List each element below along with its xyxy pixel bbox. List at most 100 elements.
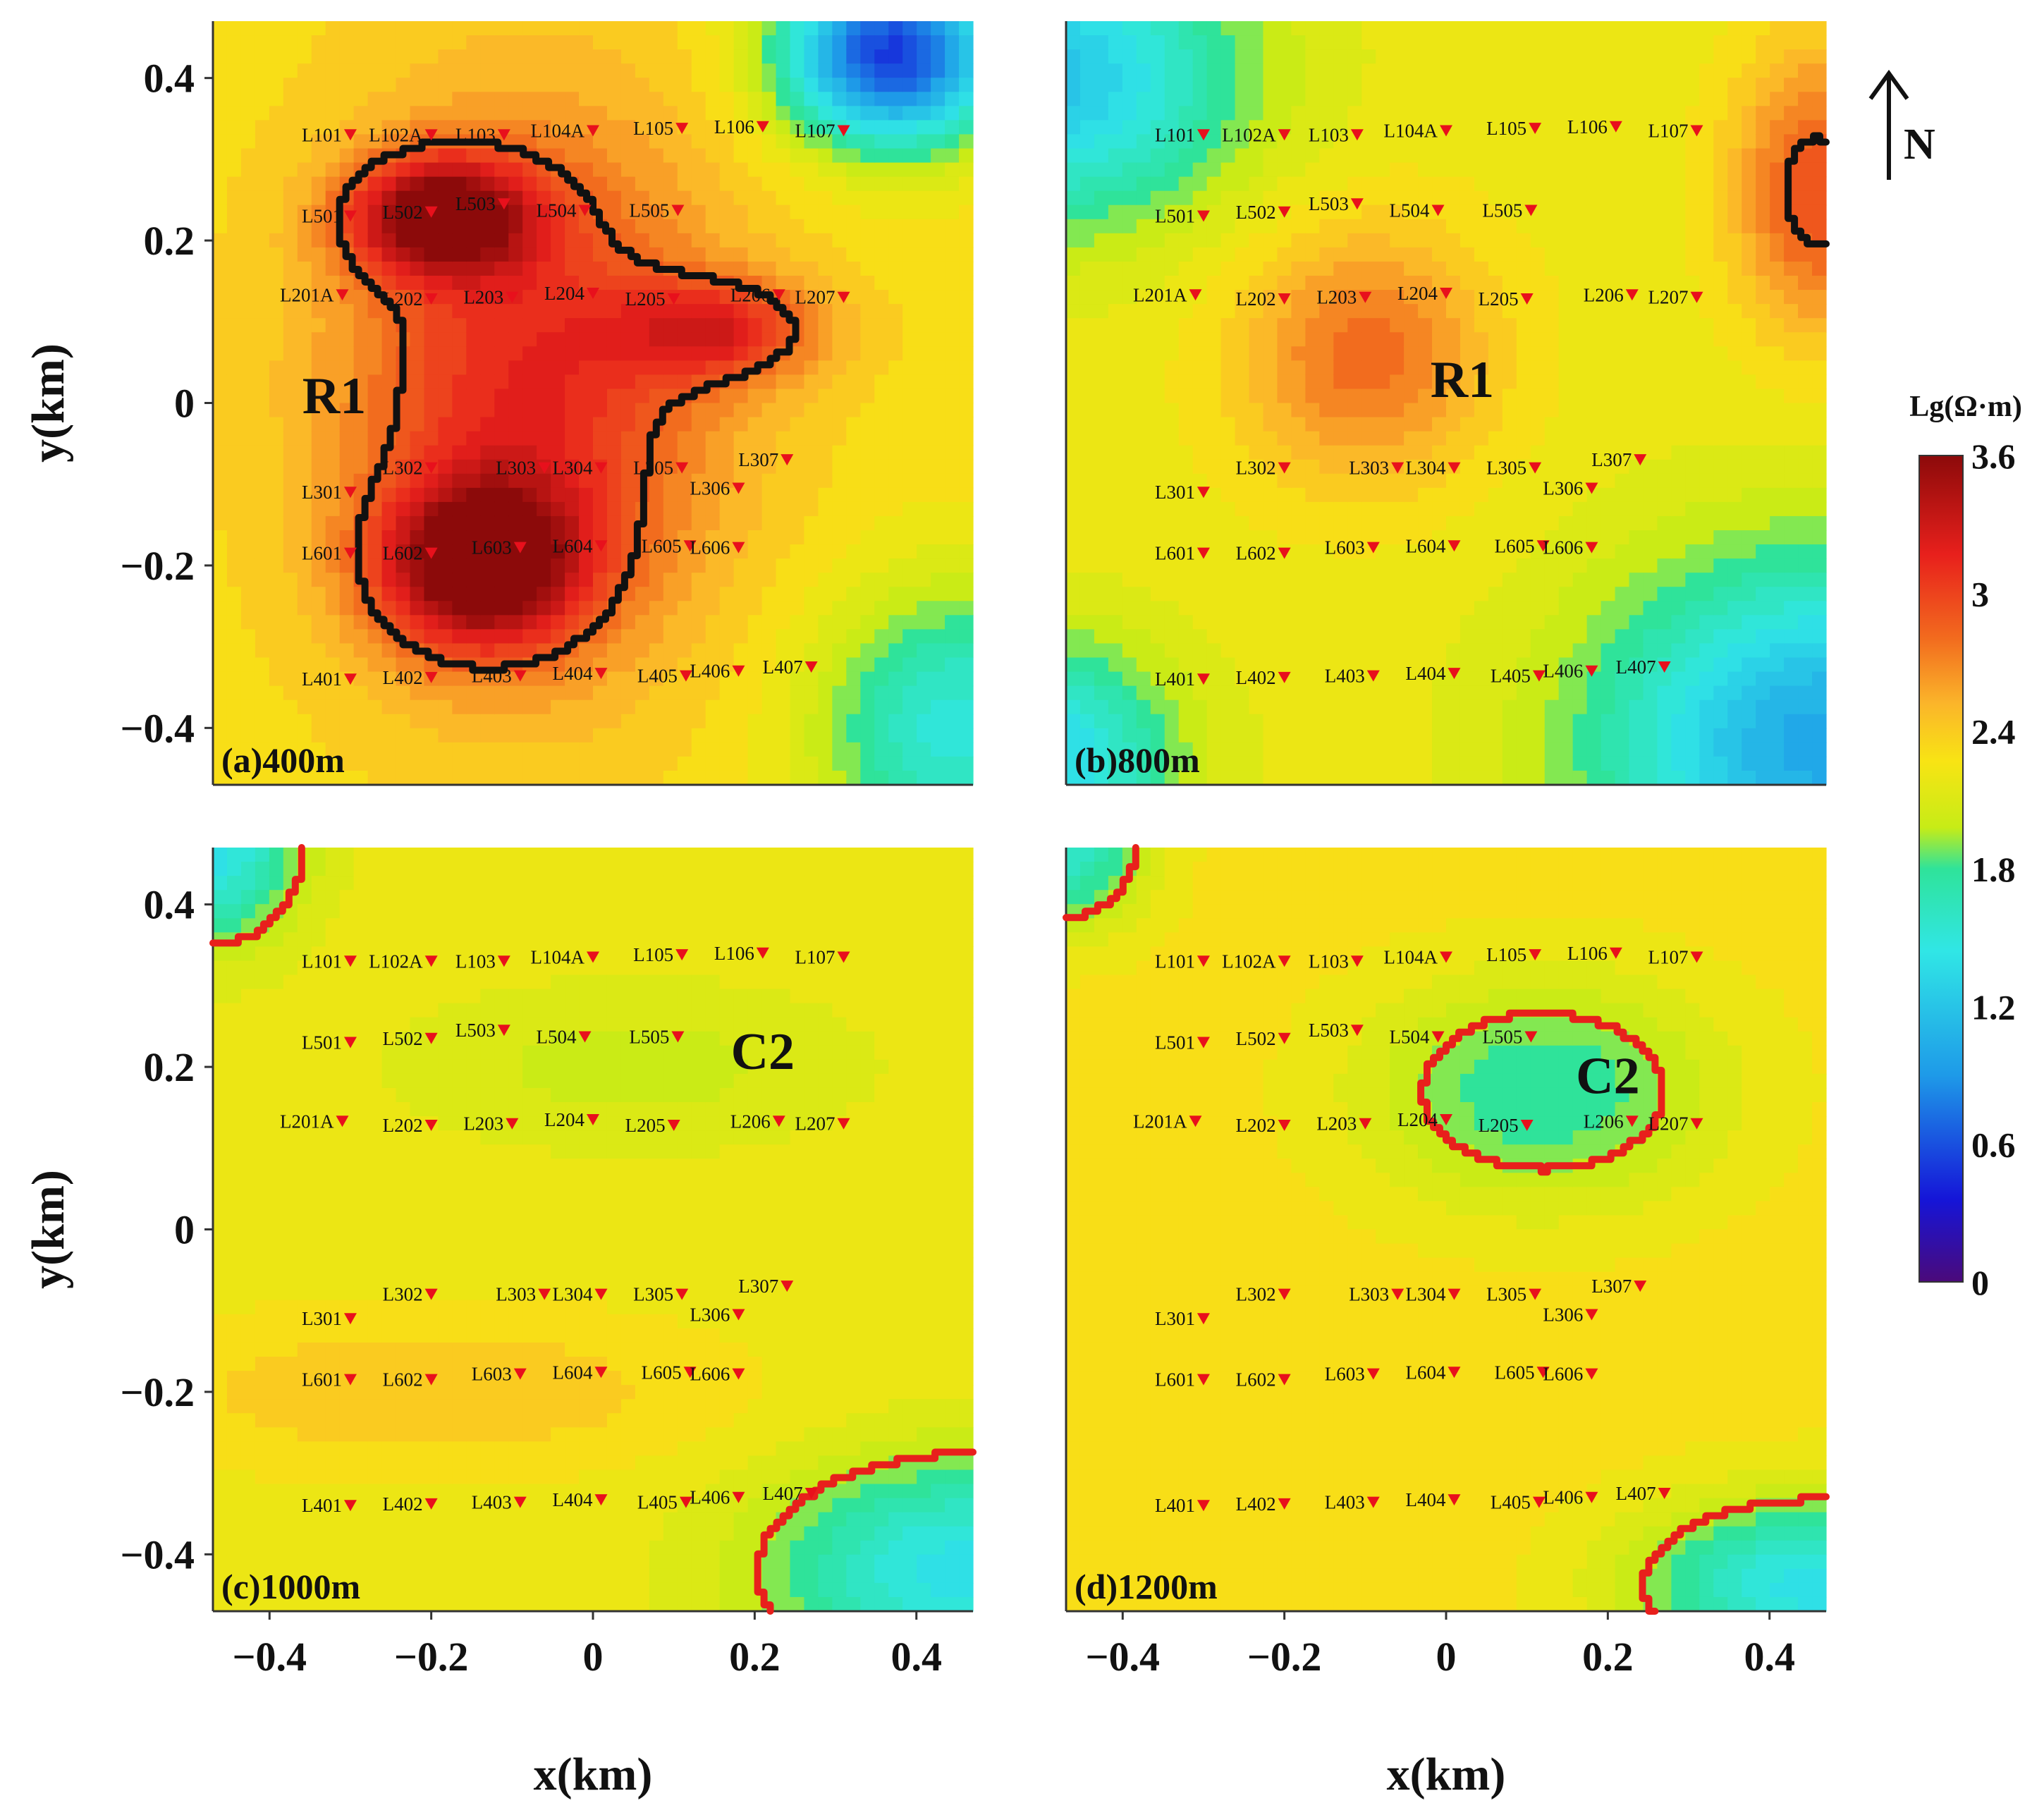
heat-cell (565, 601, 580, 616)
heat-cell (917, 530, 931, 545)
heat-cell (452, 487, 467, 503)
heat-cell (902, 219, 917, 234)
heat-cell (1333, 615, 1348, 630)
heat-cell (480, 501, 495, 517)
heat-cell (1488, 176, 1503, 192)
heat-cell (213, 487, 228, 503)
heat-cell (677, 742, 692, 757)
heat-cell (255, 318, 270, 333)
heat-cell (874, 487, 889, 503)
heat-cell (1432, 601, 1447, 616)
heat-cell (1319, 389, 1334, 404)
heat-cell (269, 346, 284, 361)
heat-cell (888, 120, 903, 135)
heat-cell (522, 459, 537, 475)
heat-cell (719, 445, 735, 460)
heat-cell (226, 204, 242, 220)
heat-cell (494, 78, 509, 92)
heat-cell (367, 78, 383, 92)
heat-cell (1178, 63, 1194, 78)
heat-cell (1544, 699, 1560, 715)
heat-cell (945, 699, 960, 715)
heat-cell (255, 714, 270, 729)
heat-cell (1079, 21, 1095, 36)
heat-cell (677, 176, 692, 192)
heat-cell (1108, 714, 1123, 729)
heat-cell (860, 515, 875, 531)
heat-cell (551, 728, 565, 743)
heat-cell (480, 190, 495, 206)
heat-cell (396, 49, 411, 64)
heat-cell (1094, 643, 1109, 659)
heat-cell (381, 78, 397, 92)
heat-cell (381, 63, 397, 78)
heat-cell (1347, 573, 1362, 587)
heat-cell (551, 699, 565, 715)
heat-cell (761, 431, 777, 446)
heat-cell (1404, 515, 1419, 531)
heat-cell (466, 78, 481, 92)
heat-cell (902, 431, 917, 446)
heat-cell (1361, 699, 1376, 715)
heat-cell (1572, 304, 1588, 319)
heat-cell (1066, 629, 1081, 644)
heat-cell (818, 544, 833, 559)
heat-cell (705, 699, 721, 715)
heat-cell (1136, 515, 1151, 531)
heat-cell (635, 573, 650, 587)
heat-cell (325, 756, 341, 771)
heat-cell (508, 685, 523, 701)
heat-cell (283, 742, 298, 757)
heat-cell (663, 629, 678, 644)
heat-cell (790, 714, 805, 729)
heat-cell (537, 431, 551, 446)
heat-cell (1305, 374, 1320, 390)
heat-cell (1488, 515, 1503, 531)
heat-cell (1432, 190, 1447, 206)
heat-cell (663, 487, 678, 503)
heat-cell (269, 49, 284, 64)
heat-cell (705, 501, 721, 517)
heat-cell (1474, 176, 1489, 192)
heat-cell (1206, 247, 1222, 262)
heat-cell (297, 134, 312, 149)
heat-cell (1474, 728, 1489, 743)
heat-cell (579, 657, 594, 673)
heat-cell (747, 530, 763, 545)
heat-cell (1263, 728, 1278, 743)
heat-cell (902, 742, 917, 757)
heat-cell (1502, 431, 1517, 446)
heat-cell (226, 544, 242, 559)
heat-cell (255, 233, 270, 248)
heat-cell (1390, 49, 1405, 64)
heat-cell (860, 120, 875, 135)
heat-cell (776, 360, 791, 375)
heat-cell (297, 459, 312, 475)
heat-cell (1404, 558, 1419, 573)
heat-cell (1178, 360, 1194, 375)
heat-cell (1432, 699, 1447, 715)
heat-cell (396, 247, 411, 262)
heat-cell (381, 219, 397, 234)
heat-cell (663, 219, 678, 234)
heat-cell (1066, 530, 1081, 545)
heat-cell (1263, 176, 1278, 192)
heat-cell (226, 515, 242, 531)
heat-cell (917, 671, 931, 687)
heat-cell (902, 247, 917, 262)
heat-cell (297, 501, 312, 517)
heat-cell (804, 615, 819, 630)
heat-cell (537, 247, 551, 262)
heat-cell (1474, 657, 1489, 673)
heat-cell (719, 92, 735, 106)
heat-cell (1164, 643, 1180, 659)
heat-cell (494, 770, 509, 786)
heat-cell (945, 35, 960, 50)
heat-cell (1418, 49, 1433, 64)
heat-cell (1305, 346, 1320, 361)
heat-cell (367, 699, 383, 715)
heat-cell (466, 699, 481, 715)
heat-cell (804, 685, 819, 701)
heat-cell (691, 417, 706, 432)
heat-cell (1220, 35, 1236, 50)
